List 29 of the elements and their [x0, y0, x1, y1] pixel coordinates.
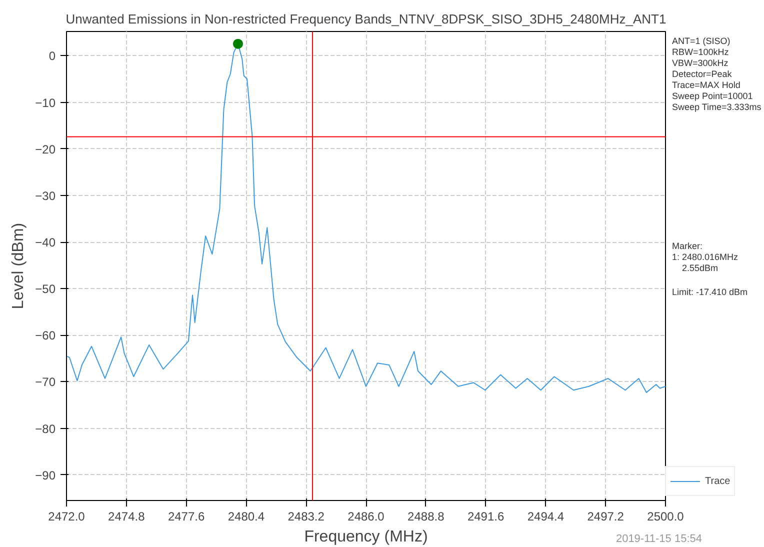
x-tick-label: 2494.4 [527, 510, 564, 524]
x-tick-label: 2472.0 [48, 510, 86, 524]
y-axis-title: Level (dBm) [10, 222, 28, 310]
text: Limit: -17.410 dBm [672, 287, 748, 298]
y-tick-label: −90 [35, 468, 56, 482]
y-tick-label: −80 [35, 422, 56, 436]
text: 2019-11-15 15:54 [616, 533, 702, 545]
y-tick-label: −20 [35, 142, 56, 156]
x-tick-label: 2486.0 [348, 510, 385, 524]
chart-title: Unwanted Emissions in Non-restricted Frequency Bands_NTNV_8DPSK_SISO_3DH5_2480MHz_ANT1 [66, 12, 666, 26]
x-tick-label: 2491.6 [467, 510, 504, 524]
y-tick-label: −50 [35, 282, 56, 296]
text: Marker: 1: 2480.016MHz 2.55dBm [672, 241, 738, 274]
x-tick-label: 2477.6 [168, 510, 205, 524]
y-tick-label: −70 [35, 375, 56, 390]
x-tick-label: 2474.8 [108, 510, 146, 524]
legend-label: Trace [705, 476, 730, 486]
y-tick-label: −10 [35, 96, 56, 110]
x-axis-title: Frequency (MHz) [304, 528, 428, 546]
x-tick-label: 2488.8 [408, 510, 445, 524]
text: ANT=1 (SISO) RBW=100kHz VBW=300kHz Detector=Peak Trace=MAX Hold Sweep Point=10001 Sweep Time=3.333ms [672, 36, 762, 113]
x-tick-label: 2480.4 [228, 510, 265, 524]
y-tick-label: −40 [35, 236, 56, 250]
x-tick-label: 2500.0 [647, 510, 684, 524]
y-tick-label: −60 [35, 328, 56, 343]
x-tick-label: 2483.2 [288, 510, 325, 524]
y-tick-label: 0 [48, 49, 56, 64]
y-tick-label: −30 [35, 188, 56, 203]
x-tick-label: 2497.2 [587, 510, 624, 524]
